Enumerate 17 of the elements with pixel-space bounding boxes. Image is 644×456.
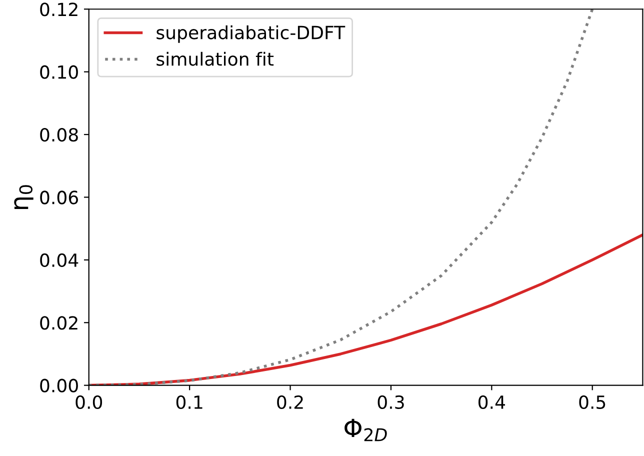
x-tick-label: 0.1 xyxy=(176,395,202,410)
x-tick-label: 0.3 xyxy=(378,395,404,410)
y-tick-label: 0.06 xyxy=(40,190,78,204)
y-tick-label: 0.12 xyxy=(40,2,78,16)
y-tick-label: 0.00 xyxy=(40,378,78,392)
legend-label: superadiabatic-DDFT xyxy=(156,25,346,43)
y-axis-title: η$_{0}$ xyxy=(14,185,34,209)
y-tick-label: 0.10 xyxy=(40,65,78,79)
x-tick-label: 0.5 xyxy=(579,395,606,410)
x-tick-label: 0.2 xyxy=(277,395,303,410)
y-tick-label: 0.08 xyxy=(40,128,78,142)
y-tick-label: 0.04 xyxy=(40,253,78,268)
x-tick-label: 0.4 xyxy=(478,395,506,410)
y-tick-label: 0.02 xyxy=(40,316,78,330)
legend-label: simulation fit xyxy=(156,52,274,66)
x-axis-title: Φ$_{2D}$ xyxy=(344,418,387,442)
x-tick-label: 0.0 xyxy=(76,395,102,410)
